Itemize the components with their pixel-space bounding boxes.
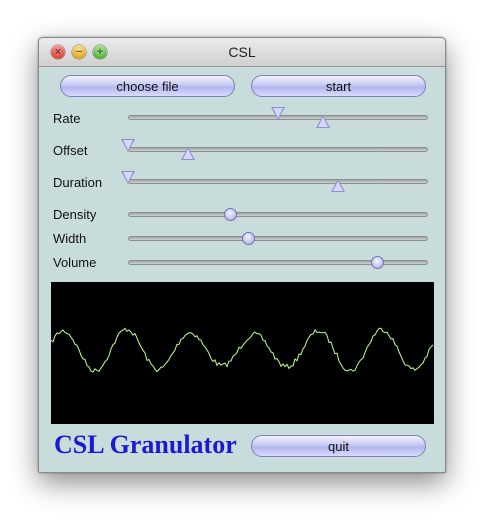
quit-button[interactable]: quit — [251, 435, 426, 457]
duration-slider-high-thumb[interactable] — [331, 179, 345, 192]
waveform-trace — [50, 327, 434, 373]
volume-label: Volume — [53, 255, 97, 270]
offset-label: Offset — [53, 143, 88, 158]
start-button[interactable]: start — [251, 75, 426, 97]
title-bar[interactable]: × − + CSL — [39, 38, 445, 67]
window-title: CSL — [228, 44, 256, 60]
waveform-svg — [50, 327, 434, 373]
density-slider-track[interactable] — [128, 212, 428, 217]
rate-label: Rate — [53, 111, 81, 126]
minimize-window-button[interactable]: − — [72, 45, 86, 59]
app-brand-title: CSL Granulator — [54, 430, 237, 459]
offset-slider-low-thumb[interactable] — [121, 139, 135, 152]
choose-file-button[interactable]: choose file — [60, 75, 235, 97]
rate-slider-low-thumb[interactable] — [271, 107, 285, 120]
density-slider-thumb[interactable] — [223, 208, 237, 221]
volume-slider-thumb[interactable] — [370, 256, 384, 269]
zoom-icon: + — [96, 46, 104, 58]
width-slider-track[interactable] — [128, 236, 428, 241]
close-icon: × — [54, 46, 62, 58]
rate-slider-high-thumb[interactable] — [316, 115, 330, 128]
minimize-icon: − — [75, 46, 83, 58]
duration-slider-low-thumb[interactable] — [121, 171, 135, 184]
csl-window: × − + CSL choose file start Rate Offset … — [38, 37, 446, 473]
duration-slider-track[interactable] — [128, 179, 428, 184]
zoom-window-button[interactable]: + — [93, 45, 107, 59]
density-label: Density — [53, 207, 97, 222]
waveform-display — [50, 282, 434, 424]
duration-label: Duration — [53, 175, 103, 190]
volume-slider-track[interactable] — [128, 260, 428, 265]
width-slider-thumb[interactable] — [241, 232, 255, 245]
offset-slider-track[interactable] — [128, 147, 428, 152]
close-window-button[interactable]: × — [51, 45, 65, 59]
width-label: Width — [53, 231, 87, 246]
offset-slider-high-thumb[interactable] — [181, 147, 195, 160]
